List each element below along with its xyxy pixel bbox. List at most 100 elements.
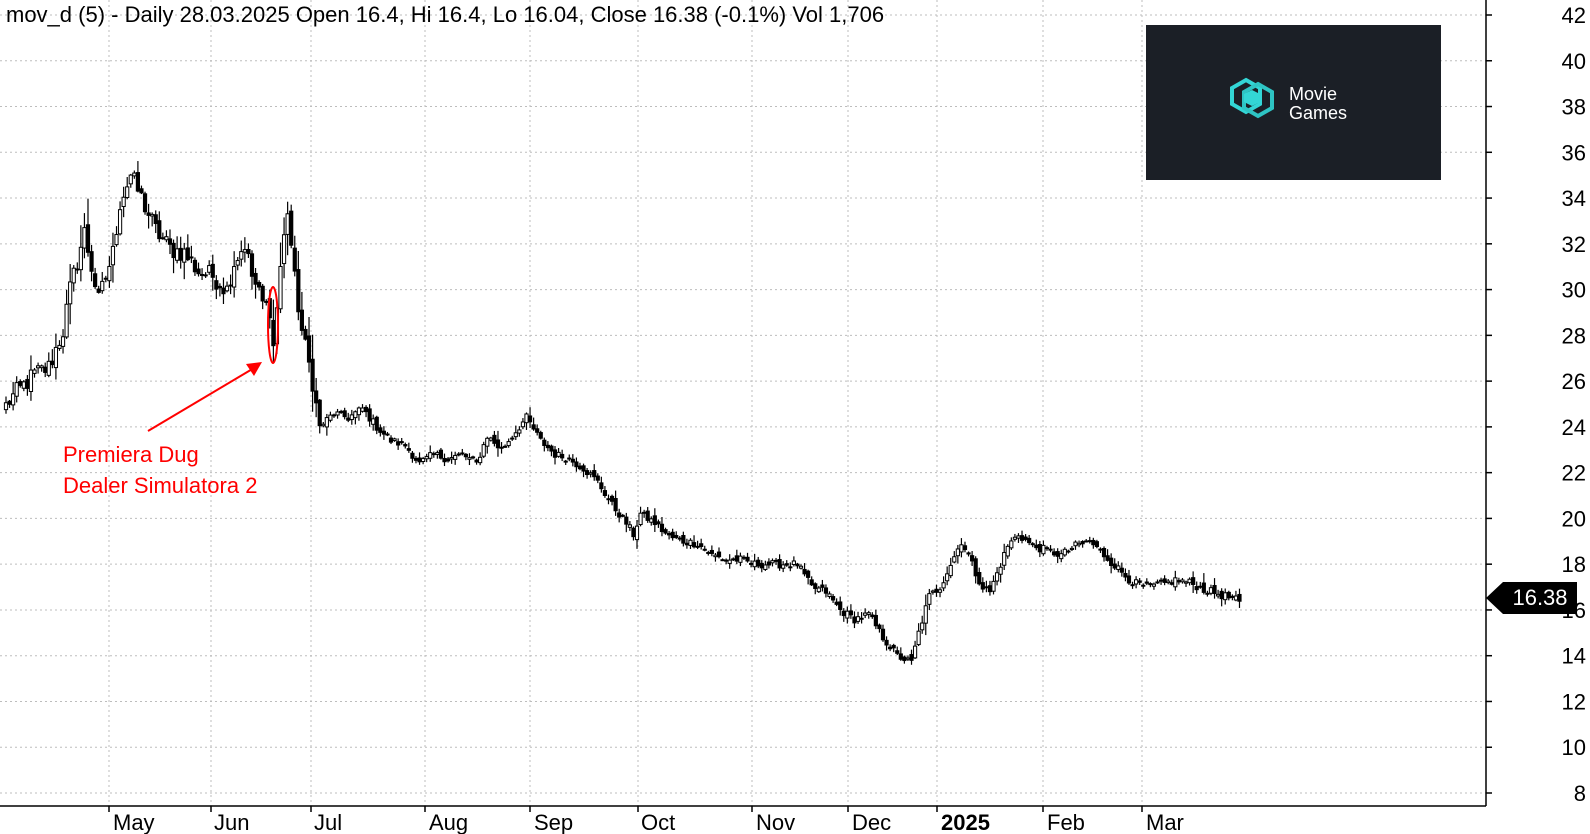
candle (1191, 571, 1196, 593)
candle (1116, 561, 1121, 573)
candle (513, 425, 518, 440)
candle (210, 254, 215, 291)
candle (100, 271, 105, 294)
candle (859, 612, 864, 624)
candle (784, 560, 789, 567)
candle (324, 413, 329, 436)
candle (702, 545, 707, 552)
candle (1002, 543, 1007, 570)
candle (945, 566, 950, 586)
candle (253, 267, 258, 299)
candle (503, 444, 508, 448)
candle (691, 535, 697, 549)
candle (1119, 562, 1124, 577)
candle (927, 588, 932, 611)
candle (1005, 544, 1010, 559)
annotation-arrow-line (147, 367, 255, 432)
candle (257, 280, 262, 291)
candle (670, 528, 675, 541)
candle (1027, 535, 1032, 546)
candle (1048, 545, 1053, 553)
candle (806, 569, 811, 585)
y-tick-label: 14 (1562, 644, 1586, 669)
candle (114, 226, 119, 247)
last-price-marker: 16.38 (1486, 582, 1577, 614)
candle (581, 463, 586, 478)
candle (716, 547, 722, 559)
candle (385, 431, 390, 437)
candle (157, 211, 162, 243)
candle (574, 457, 579, 472)
candle (93, 267, 98, 289)
candle (510, 435, 515, 441)
candle (374, 415, 379, 435)
candle (57, 340, 62, 351)
y-tick-label: 38 (1562, 95, 1586, 120)
candle (214, 275, 219, 300)
candle (891, 643, 896, 653)
candle (64, 289, 69, 339)
candle (296, 250, 301, 321)
chart-title: mov_d (5) - Daily 28.03.2025 Open 16.4, … (6, 2, 884, 27)
y-tick-label: 32 (1562, 232, 1586, 257)
y-tick-label: 8 (1574, 781, 1586, 806)
last-price-label: 16.38 (1512, 585, 1567, 610)
candle (367, 404, 372, 427)
candle (599, 476, 604, 493)
candle (314, 377, 319, 418)
candle (421, 456, 426, 465)
candle (396, 438, 401, 450)
candle (766, 558, 772, 569)
candle (196, 262, 201, 277)
candle (645, 507, 650, 523)
candle (663, 527, 668, 535)
candle (948, 557, 953, 579)
candle (517, 426, 522, 437)
candle (1212, 578, 1217, 599)
candle (916, 623, 921, 647)
candle (1205, 590, 1210, 597)
candle (1141, 583, 1146, 589)
y-tick-labels: 81012141618202224262830323436384042 (1562, 3, 1586, 806)
candle (278, 242, 283, 314)
candle (303, 325, 308, 341)
candle (232, 251, 237, 298)
candle (838, 596, 843, 616)
candle (3, 396, 9, 414)
x-tick-label: Feb (1047, 810, 1085, 834)
candle (117, 201, 123, 236)
candle (1201, 573, 1206, 595)
candle (1194, 581, 1199, 594)
candle (1130, 581, 1135, 589)
y-tick-label: 12 (1562, 689, 1586, 714)
candle (46, 352, 51, 378)
candle (139, 185, 144, 195)
y-tick-label: 22 (1562, 461, 1586, 486)
candle (342, 407, 347, 420)
candle (1137, 578, 1142, 585)
candle (727, 554, 732, 569)
release-annotation: Premiera Dug Dealer Simulatora 2 (63, 286, 279, 498)
candle (107, 256, 112, 288)
candle (1237, 588, 1242, 608)
candle (920, 615, 925, 634)
candle (310, 334, 315, 412)
candle (620, 513, 625, 518)
candle (246, 243, 251, 258)
candle (410, 450, 415, 463)
x-tick-label: Oct (641, 810, 675, 834)
candle (71, 265, 76, 292)
candle (1126, 569, 1132, 585)
candle (1059, 549, 1064, 563)
candle (78, 225, 83, 282)
candle (1044, 545, 1050, 551)
candle (328, 411, 333, 423)
y-tick-label: 28 (1562, 323, 1586, 348)
candle (991, 575, 996, 595)
candle (453, 451, 458, 465)
candle (203, 272, 208, 278)
candle (798, 564, 804, 570)
candle (912, 640, 918, 660)
candlestick-series (3, 161, 1242, 665)
candle (827, 591, 832, 599)
